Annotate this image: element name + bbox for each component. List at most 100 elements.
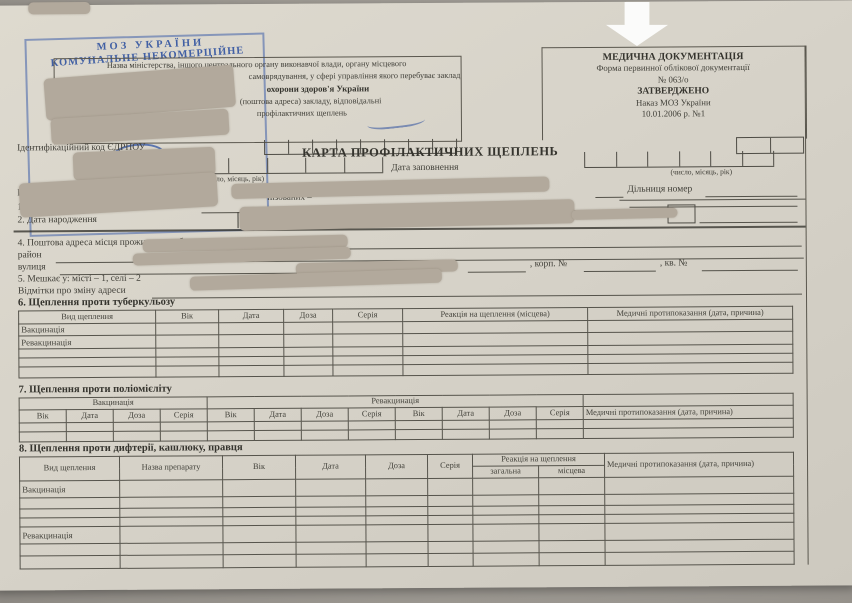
col-header: Серія [348,407,396,421]
field-surname-blank2 [629,193,798,208]
empty-cell [113,422,161,432]
empty-cell [283,322,333,335]
empty-cell [427,495,473,507]
empty-cell [442,429,490,440]
sex-row-blank [699,209,798,224]
field-rayon-label: район [17,250,42,261]
empty-cell [218,365,284,377]
empty-cell [155,365,219,378]
doc-info-date: 10.01.2006 р. №1 [641,108,706,119]
doc-info-line2: Форма первинної облікової документації [596,61,750,73]
empty-cell [20,555,121,569]
card-title: КАРТА ПРОФІЛАКТИЧНИХ ЩЕПЛЕНЬ [302,144,559,160]
row-label-vaccination: Вакцинація [19,480,120,498]
empty-cell [365,515,428,525]
redaction-blob [28,2,91,15]
table6-title: 6. Щеплення проти туберкульозу [18,296,176,309]
empty-cell [20,543,121,556]
empty-cell [283,356,333,366]
empty-cell [538,505,605,515]
empty-cell [348,429,396,440]
empty-cell [283,347,333,357]
row-label-vaccination: Вакцинація [18,323,156,336]
empty-cell [587,331,793,346]
empty-cell [539,552,606,566]
empty-cell [19,497,120,509]
empty-cell [539,540,606,553]
table8-header-row1: Вид щеплення Назва препарату Вік Дата До… [19,452,794,481]
empty-cell [402,363,588,376]
empty-cell [605,551,795,566]
address-change-label: Відмітки про зміну адреси [17,285,126,297]
col-header: Доза [365,454,428,479]
date-cells-right [584,150,775,169]
empty-cell [66,431,114,442]
doc-info-approved: ЗАТВЕРДЖЕНО [637,86,710,97]
empty-cell [332,364,403,377]
col-header: Дата [442,407,490,421]
empty-cell [295,515,366,526]
redaction-blob [571,207,678,221]
col-header: Вік [19,409,67,423]
table8-title: 8. Щеплення проти дифтерії, кашлюку, пра… [18,442,243,455]
empty-cell [155,322,219,336]
polio-table: Вакцинація Ревакцинація Вік Дата Доза Се… [19,393,794,443]
col-header: Доза [113,409,161,423]
empty-cell [366,541,429,554]
institution-box-line4: (поштова адреса) закладу, відповідальні [239,96,382,107]
col-header: Доза [283,309,333,323]
empty-cell [427,506,473,516]
institution-box-line3: охорони здоров'я України [266,83,370,94]
fill-date-label: Дата заповнення [391,162,459,174]
empty-cell [218,356,284,366]
empty-cell [222,496,296,508]
empty-cell [119,496,223,509]
row-label-revaccination: Ревакцинація [19,526,121,544]
empty-cell [222,479,296,497]
empty-cell [472,505,539,516]
empty-cell [301,420,349,431]
empty-cell [66,422,114,432]
col-header: Серія [160,408,208,423]
tuberculosis-table: Вид щеплення Вік Дата Доза Серія Реакція… [18,306,793,379]
col-header: Доза [489,406,537,421]
empty-cell [472,514,539,525]
empty-cell [19,431,67,442]
col-header: Дата [66,409,114,423]
empty-cell [538,494,605,506]
empty-cell [295,506,366,517]
empty-cell [366,553,429,567]
empty-cell [218,334,284,348]
empty-cell [119,525,224,544]
col-header: Реакція на щеплення (місцева) [402,307,588,322]
empty-cell [365,478,428,496]
empty-cell [332,321,403,335]
empty-cell [19,422,67,432]
field-residence-label: 5. Мешкає у: місті – 1, селі – 2 [17,273,141,285]
empty-cell [254,430,302,441]
date-caption-right: (число, місяць, рік) [670,167,733,177]
col-header: Серія [332,308,403,323]
empty-cell [536,419,584,429]
empty-cell [295,495,366,508]
col-header: Вік [395,407,443,421]
empty-cell [402,320,588,334]
col-header: Вік [155,309,219,324]
group-header-vaccination: Вакцинація [19,396,208,410]
empty-cell [604,476,794,495]
col-header: Серія [427,454,473,479]
doc-info-number: № 063/о [657,74,689,85]
field-street-label: вулиця [17,262,46,273]
empty-cell [296,553,367,568]
empty-cell [223,554,297,568]
empty-cell [538,477,605,495]
empty-cell [160,430,208,442]
empty-cell [295,524,367,543]
col-header: Вид щеплення [18,310,156,324]
empty-cell [222,516,296,526]
empty-cell [207,421,255,431]
empty-cell [155,356,219,367]
empty-cell [155,334,219,349]
dpt-table: Вид щеплення Назва препарату Вік Дата До… [19,452,795,570]
